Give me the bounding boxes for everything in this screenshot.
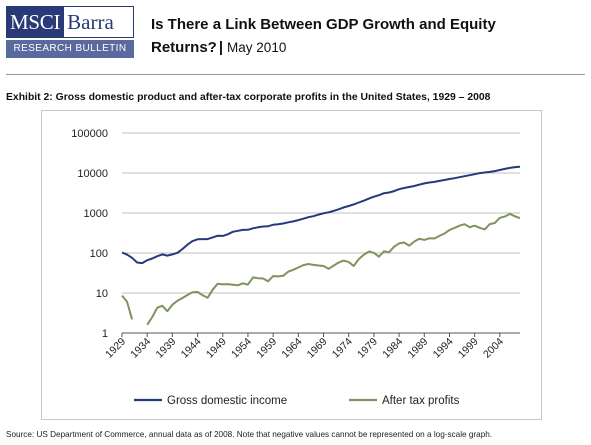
logo-wordmark: MSCI Barra [6,6,134,38]
legend-label: After tax profits [382,395,460,407]
x-tick-label: 1954 [229,336,254,361]
grid-lines [122,132,520,334]
title-separator: | [218,39,224,56]
x-tick-label: 1999 [456,336,481,361]
x-tick-label: 1934 [128,336,153,361]
x-tick-label: 1939 [153,336,178,361]
bulletin-title: Is There a Link Between GDP Growth and E… [151,13,571,59]
exhibit-title: Exhibit 2: Gross domestic product and af… [6,92,491,103]
title-line-2: Returns? | May 2010 [151,36,571,59]
bulletin-date: May 2010 [227,40,287,55]
msci-barra-logo: MSCI Barra RESEARCH BULLETIN [6,6,134,58]
x-axis-tick-labels: 1929 1934 1939 1944 1949 1954 1959 1964 1969 1974… [103,336,506,361]
logo-msci-text: MSCI [7,7,65,37]
x-tick-label: 1979 [355,336,380,361]
title-line-1: Is There a Link Between GDP Growth and E… [151,16,496,33]
header-divider [6,74,585,75]
x-tick-label: 1984 [380,336,405,361]
x-tick-label: 1969 [305,336,330,361]
x-tick-label: 1994 [431,336,456,361]
series-line-0 [121,165,521,265]
x-tick-label: 1949 [204,336,229,361]
y-axis-tick-labels: 1 10 100 1000 10000 100000 [71,128,108,340]
x-tick-label: 2004 [481,336,506,361]
source-note: Source: US Department of Commerce, annua… [6,430,493,439]
series-lines [121,165,521,326]
series-line-1 [121,212,521,326]
y-tick-label: 10000 [77,168,108,180]
logo-barra-text: Barra [64,7,114,37]
x-tick-label: 1989 [405,336,430,361]
x-tick-label: 1974 [330,336,355,361]
x-axis [121,332,520,337]
y-tick-label: 100000 [71,128,108,140]
legend-label: Gross domestic income [167,395,287,407]
x-tick-label: 1964 [279,336,304,361]
x-tick-label: 1959 [254,336,279,361]
y-tick-label: 10 [96,288,108,300]
y-tick-label: 100 [90,248,108,260]
chart-frame: 1 10 100 1000 10000 100000 1929 1934 1939 1944 19… [41,110,542,420]
logo-subtitle: RESEARCH BULLETIN [6,40,134,58]
y-tick-label: 1000 [84,208,108,220]
y-tick-label: 1 [102,328,108,340]
line-chart: 1 10 100 1000 10000 100000 1929 1934 1939 1944 19… [71,128,521,407]
title-line-2-text: Returns? [151,39,217,56]
legend: Gross domestic income After tax profits [134,395,460,407]
x-tick-label: 1944 [179,336,204,361]
